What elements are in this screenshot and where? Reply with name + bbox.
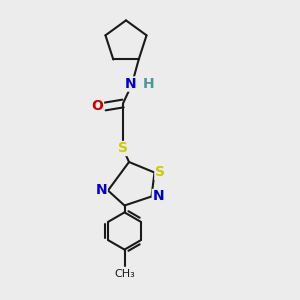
- Text: N: N: [96, 184, 107, 197]
- Text: N: N: [152, 190, 164, 203]
- Text: S: S: [118, 142, 128, 155]
- Text: O: O: [92, 100, 104, 113]
- Text: CH₃: CH₃: [114, 269, 135, 279]
- Text: S: S: [155, 166, 165, 179]
- Text: H: H: [143, 77, 154, 91]
- Text: N: N: [125, 77, 136, 91]
